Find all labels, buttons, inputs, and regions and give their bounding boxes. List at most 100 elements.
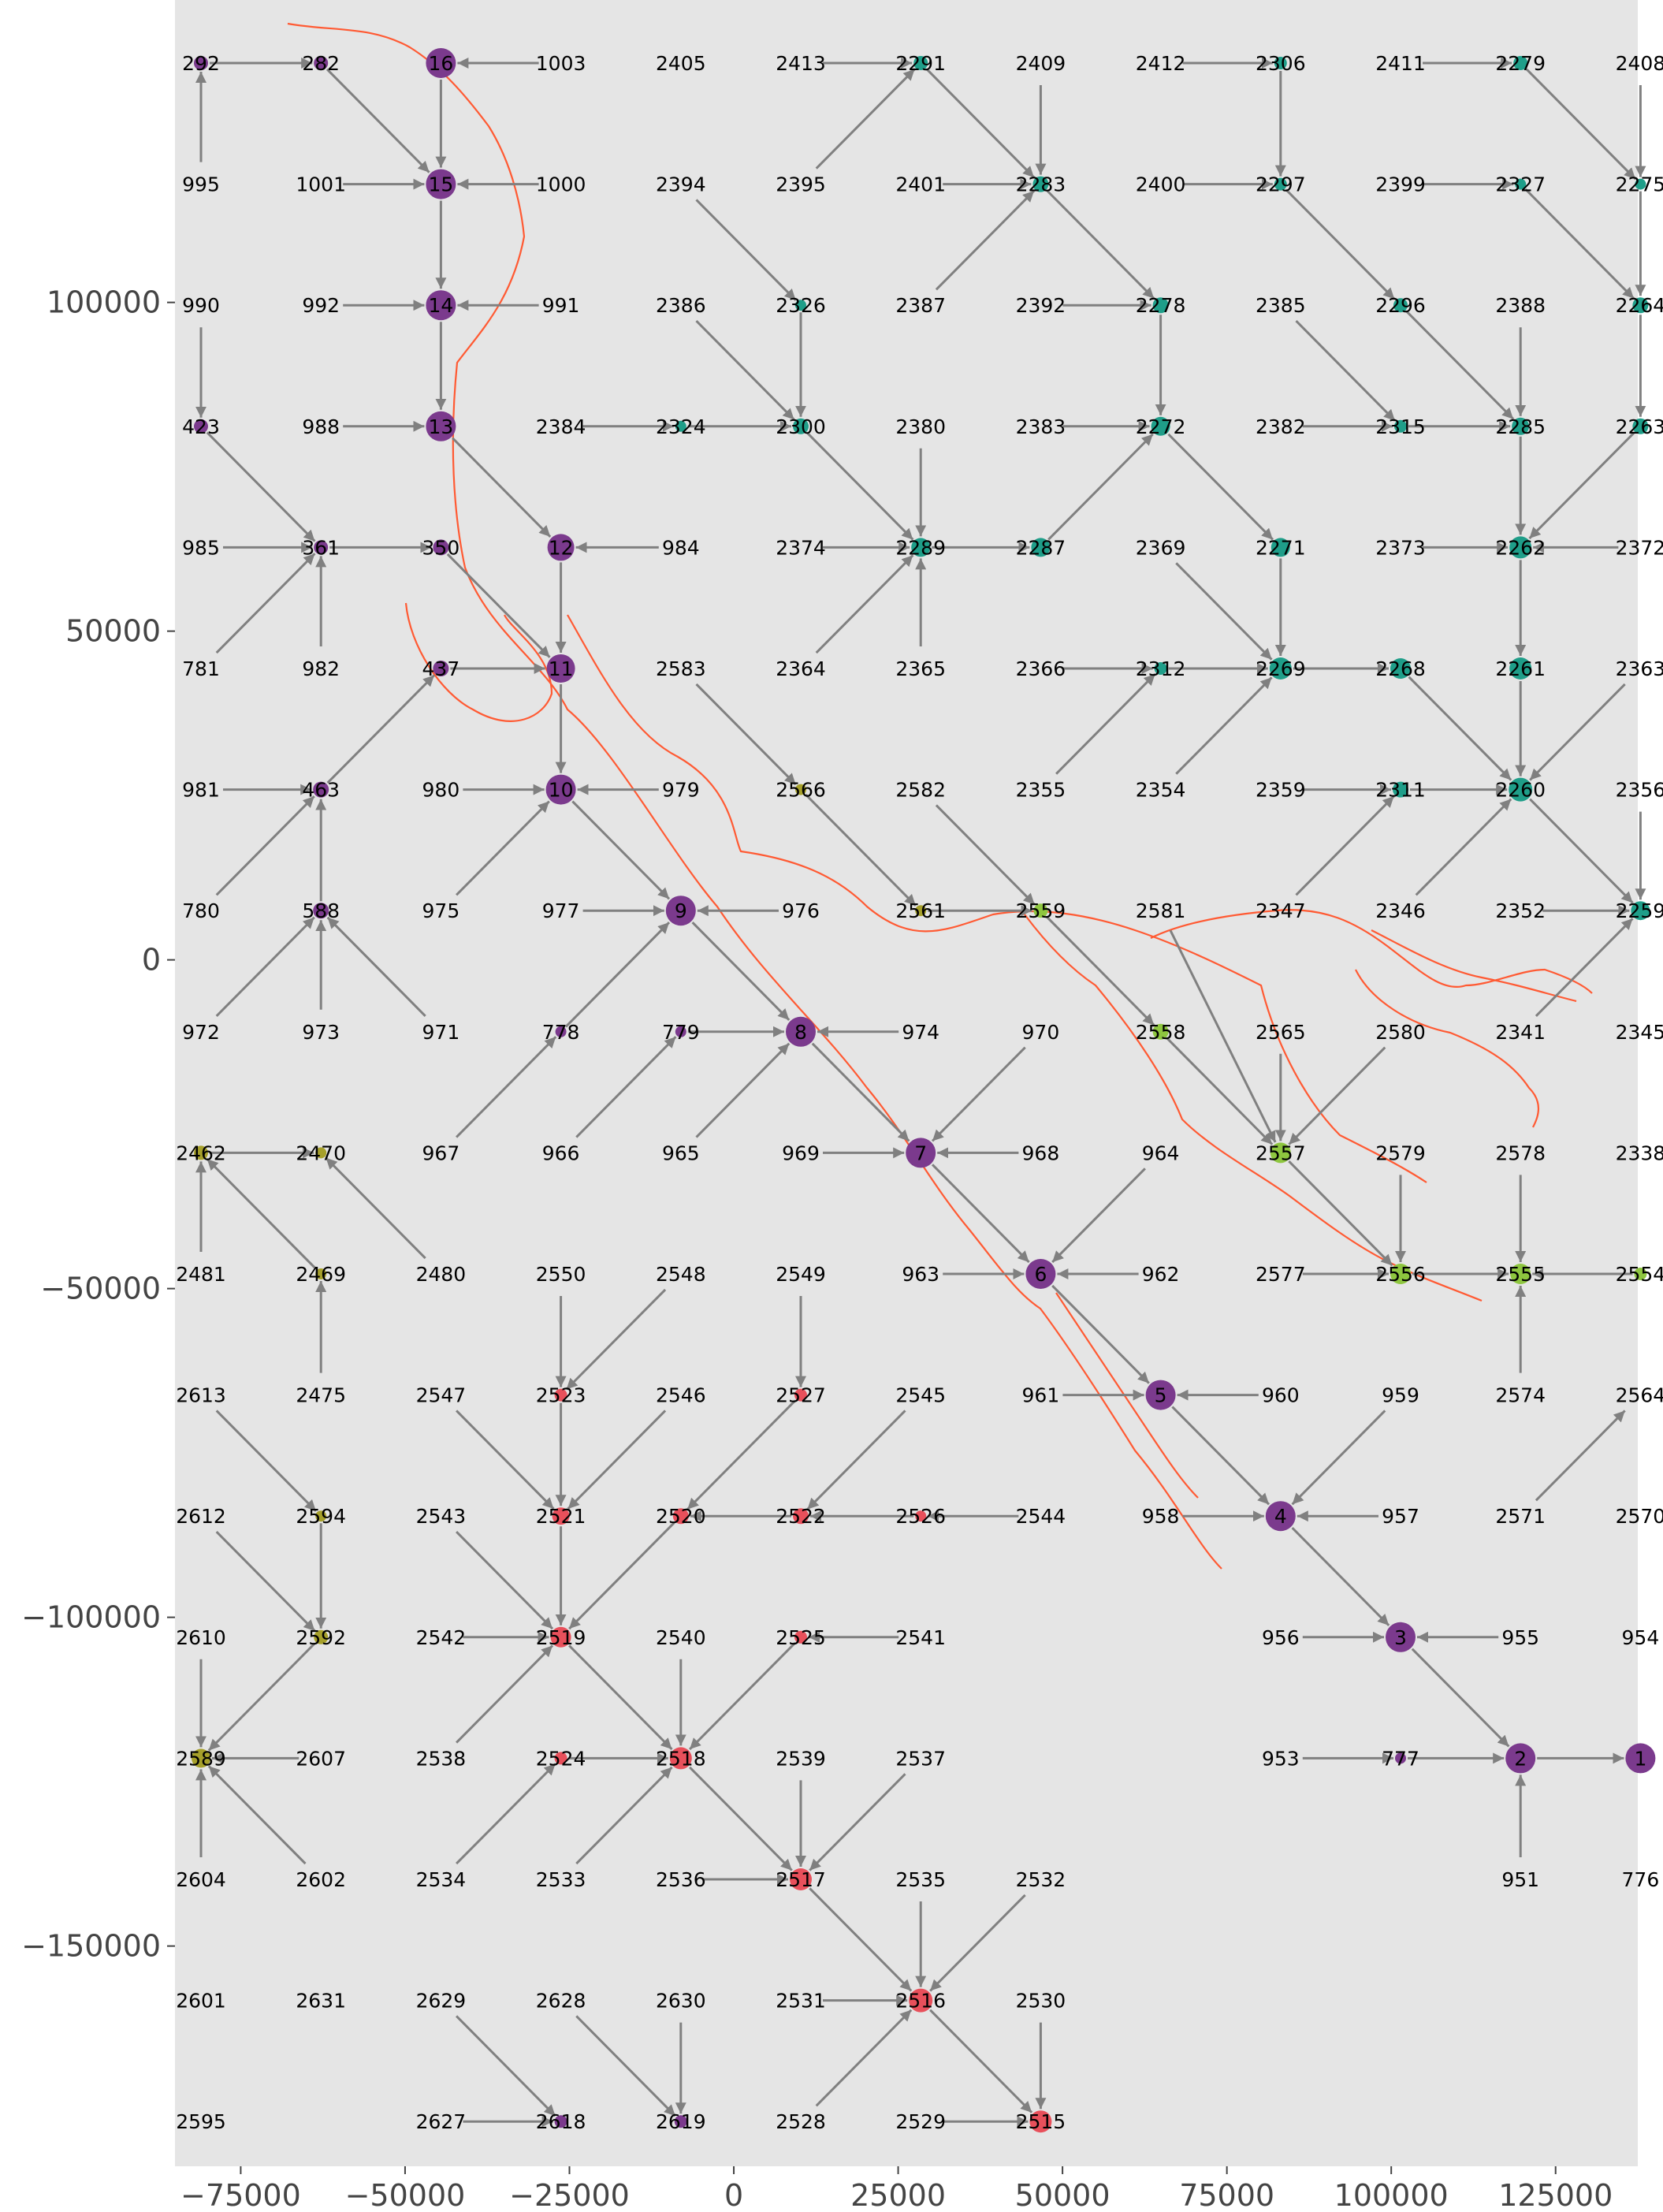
node-2531: 2531 bbox=[776, 1990, 826, 2013]
node-13: 13 bbox=[426, 411, 456, 441]
node-label: 2530 bbox=[1016, 1990, 1066, 2013]
node-label: 2409 bbox=[1016, 52, 1066, 75]
edge-2538-2519 bbox=[456, 1644, 554, 1744]
node-label: 974 bbox=[902, 1021, 939, 1044]
node-label: 2268 bbox=[1375, 657, 1426, 680]
node-2366: 2366 bbox=[1016, 657, 1066, 680]
node-2261: 2261 bbox=[1495, 657, 1546, 680]
node-2386: 2386 bbox=[656, 294, 706, 317]
node-label: 2352 bbox=[1495, 899, 1546, 922]
node-977: 977 bbox=[542, 899, 580, 922]
node-label: 2550 bbox=[536, 1263, 586, 1286]
node-label: 2595 bbox=[176, 2110, 226, 2133]
node-marker bbox=[794, 1630, 807, 1644]
edge-966-779 bbox=[575, 1036, 677, 1138]
node-2462: 2462 bbox=[176, 1141, 226, 1164]
node-2557: 2557 bbox=[1256, 1141, 1306, 1164]
node-label: 3 bbox=[1394, 1626, 1407, 1649]
node-label: 979 bbox=[662, 779, 700, 802]
node-label: 2413 bbox=[776, 52, 826, 75]
node-label: 2548 bbox=[656, 1263, 706, 1286]
node-14: 14 bbox=[426, 290, 456, 321]
node-marker bbox=[426, 290, 456, 321]
node-2539: 2539 bbox=[776, 1747, 826, 1770]
node-2285: 2285 bbox=[1495, 415, 1546, 438]
node-7: 7 bbox=[906, 1138, 936, 1168]
node-marker bbox=[1625, 1743, 1656, 1774]
node-marker bbox=[1274, 57, 1287, 69]
node-2554: 2554 bbox=[1616, 1263, 1663, 1286]
node-988: 988 bbox=[302, 415, 340, 438]
node-marker bbox=[314, 540, 329, 555]
node-958: 958 bbox=[1142, 1505, 1180, 1528]
node-marker bbox=[1634, 1268, 1647, 1280]
node-2549: 2549 bbox=[776, 1263, 826, 1286]
node-label: 2581 bbox=[1136, 899, 1186, 922]
node-2278: 2278 bbox=[1136, 294, 1186, 317]
node-2262: 2262 bbox=[1495, 536, 1546, 559]
edge-2387-2283 bbox=[935, 190, 1036, 291]
node-label: 2324 bbox=[656, 415, 706, 438]
node-label: 7 bbox=[914, 1141, 927, 1164]
node-marker bbox=[426, 48, 456, 78]
node-2548: 2548 bbox=[656, 1263, 706, 1286]
node-968: 968 bbox=[1022, 1141, 1060, 1164]
node-label: 2546 bbox=[656, 1384, 706, 1407]
node-label: 2558 bbox=[1136, 1021, 1186, 1044]
node-marker bbox=[552, 1507, 570, 1525]
node-1: 1 bbox=[1625, 1743, 1656, 1774]
node-2604: 2604 bbox=[176, 1868, 226, 1891]
node-label: 2522 bbox=[776, 1505, 826, 1528]
node-marker bbox=[1509, 657, 1532, 680]
node-2291: 2291 bbox=[895, 52, 946, 75]
node-2571: 2571 bbox=[1495, 1505, 1546, 1528]
node-label: 965 bbox=[662, 1141, 700, 1164]
edge-2612-2592 bbox=[215, 1531, 316, 1633]
node-marker bbox=[1151, 416, 1170, 436]
node-label: 956 bbox=[1262, 1626, 1300, 1649]
node-marker bbox=[1513, 56, 1528, 70]
node-label: 2556 bbox=[1375, 1263, 1426, 1286]
node-2475: 2475 bbox=[296, 1384, 346, 1407]
edge-2613-2594 bbox=[215, 1409, 317, 1512]
edge-2571-2564 bbox=[1535, 1409, 1626, 1502]
edge-2287-2272 bbox=[1047, 433, 1154, 541]
node-2260: 2260 bbox=[1495, 777, 1546, 802]
node-2538: 2538 bbox=[416, 1747, 467, 1770]
node-marker bbox=[555, 1026, 567, 1037]
node-2520: 2520 bbox=[656, 1505, 706, 1528]
x-tick-label: 100000 bbox=[1334, 2178, 1449, 2212]
node-label: 2545 bbox=[895, 1384, 946, 1407]
node-2619: 2619 bbox=[656, 2110, 706, 2133]
route-trace bbox=[567, 614, 1427, 1183]
node-label: 2519 bbox=[536, 1626, 586, 1649]
node-2271: 2271 bbox=[1256, 536, 1306, 559]
node-label: 2 bbox=[1514, 1747, 1527, 1770]
node-2522: 2522 bbox=[776, 1505, 826, 1528]
node-marker bbox=[315, 1510, 327, 1522]
node-label: 2526 bbox=[895, 1505, 946, 1528]
node-label: 2574 bbox=[1495, 1384, 1546, 1407]
node-marker bbox=[1631, 901, 1650, 921]
node-2529: 2529 bbox=[895, 2110, 946, 2133]
node-label: 988 bbox=[302, 415, 340, 438]
node-marker bbox=[915, 1510, 927, 1522]
node-marker bbox=[1509, 777, 1533, 802]
node-label: 292 bbox=[182, 52, 220, 75]
node-marker bbox=[1145, 1380, 1176, 1410]
node-label: 2536 bbox=[656, 1868, 706, 1891]
node-label: 2602 bbox=[296, 1868, 346, 1891]
node-marker bbox=[1509, 536, 1532, 559]
y-tick-label: −50000 bbox=[40, 1272, 161, 1306]
node-marker bbox=[786, 1016, 816, 1047]
node-label: 2306 bbox=[1256, 52, 1306, 75]
node-2542: 2542 bbox=[416, 1626, 467, 1649]
node-label: 2571 bbox=[1495, 1505, 1546, 1528]
node-label: 975 bbox=[422, 899, 460, 922]
node-1000: 1000 bbox=[536, 173, 586, 196]
node-label: 2369 bbox=[1136, 536, 1186, 559]
node-2369: 2369 bbox=[1136, 536, 1186, 559]
node-2365: 2365 bbox=[895, 657, 946, 680]
node-2630: 2630 bbox=[656, 1990, 706, 2013]
node-776: 776 bbox=[1622, 1868, 1660, 1891]
